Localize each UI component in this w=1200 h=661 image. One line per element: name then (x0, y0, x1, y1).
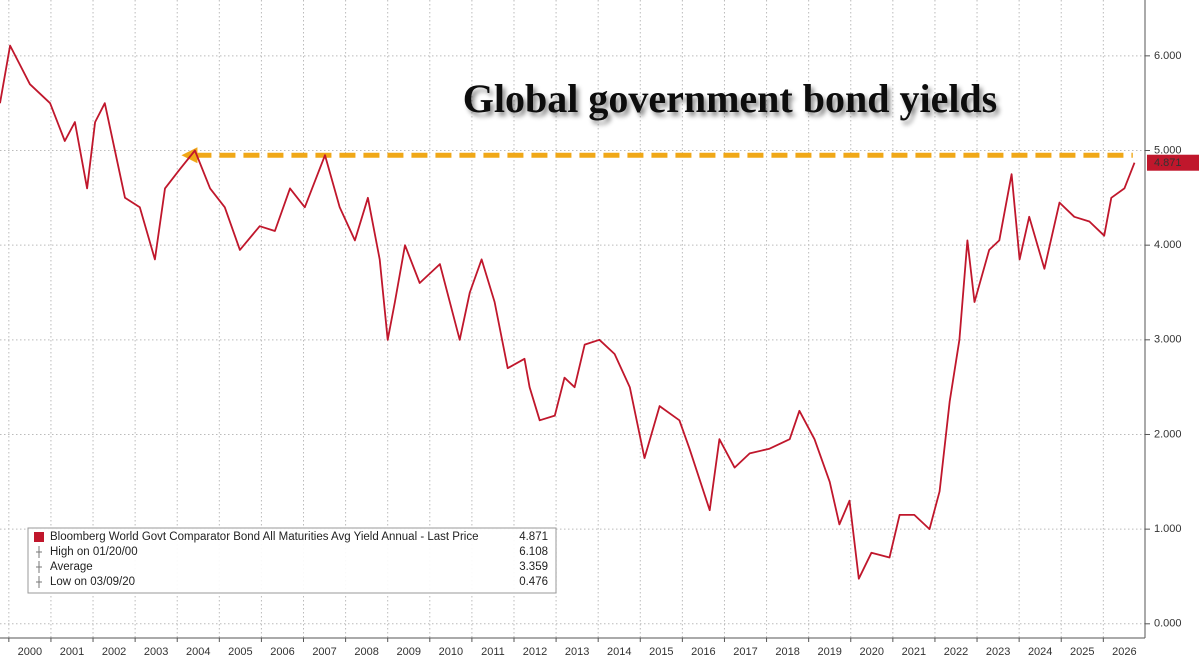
last-price-label: 4.871 (1154, 157, 1182, 169)
x-tick-label: 2004 (186, 646, 210, 658)
legend-label: Low on 03/09/20 (50, 576, 135, 588)
x-tick-label: 2010 (439, 646, 463, 658)
x-tick-label: 2018 (775, 646, 799, 658)
legend-value: 4.871 (519, 531, 548, 543)
x-tick-label: 2012 (523, 646, 547, 658)
grid (0, 0, 1145, 638)
x-tick-label: 2022 (944, 646, 968, 658)
x-tick-label: 2000 (18, 646, 42, 658)
x-tick-label: 2001 (60, 646, 84, 658)
chart-title: Global government bond yields (463, 76, 998, 121)
x-tick-label: 2026 (1112, 646, 1136, 658)
legend-box (27, 527, 557, 594)
legend-value: 3.359 (519, 561, 548, 573)
y-tick-label: 0.000 (1154, 618, 1182, 630)
y-tick-label: 4.000 (1154, 239, 1182, 251)
x-tick-label: 2011 (481, 646, 505, 658)
legend-swatch (34, 532, 44, 542)
y-tick-label: 2.000 (1154, 428, 1182, 440)
series-line (0, 44, 1136, 580)
last-price-box (1147, 154, 1199, 171)
x-tick-label: 2005 (228, 646, 252, 658)
legend-label: Bloomberg World Govt Comparator Bond All… (50, 531, 478, 543)
x-tick-label: 2006 (270, 646, 294, 658)
x-tick-label: 2008 (354, 646, 378, 658)
y-tick-label: 3.000 (1154, 334, 1182, 346)
x-tick-label: 2021 (902, 646, 926, 658)
y-tick-label: 5.000 (1154, 144, 1182, 156)
x-tick-label: 2013 (565, 646, 589, 658)
x-tick-label: 2024 (1028, 646, 1052, 658)
x-tick-label: 2009 (397, 646, 421, 658)
x-tick-label: 2003 (144, 646, 168, 658)
legend: Bloomberg World Govt Comparator Bond All… (27, 527, 557, 594)
plot-area (0, 44, 1136, 580)
x-tick-label: 2014 (607, 646, 631, 658)
legend-value: 0.476 (519, 576, 548, 588)
x-tick-label: 2019 (817, 646, 841, 658)
x-tick-label: 2002 (102, 646, 126, 658)
x-tick-label: 2015 (649, 646, 673, 658)
x-tick-label: 2025 (1070, 646, 1094, 658)
x-tick-label: 2016 (691, 646, 715, 658)
y-tick-label: 1.000 (1154, 523, 1182, 535)
x-tick-label: 2023 (986, 646, 1010, 658)
x-tick-label: 2020 (860, 646, 884, 658)
legend-label: Average (50, 561, 93, 573)
y-tick-label: 6.000 (1154, 50, 1182, 62)
legend-label: High on 01/20/00 (50, 546, 138, 558)
x-tick-label: 2017 (733, 646, 757, 658)
x-tick-label: 2007 (312, 646, 336, 658)
legend-value: 6.108 (519, 546, 548, 558)
